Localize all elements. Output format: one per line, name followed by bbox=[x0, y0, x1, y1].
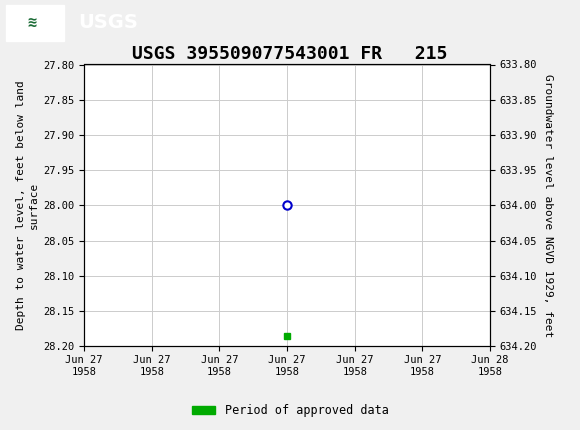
Y-axis label: Groundwater level above NGVD 1929, feet: Groundwater level above NGVD 1929, feet bbox=[543, 74, 553, 337]
Bar bbox=[6, 4, 64, 41]
Text: ≋: ≋ bbox=[27, 15, 37, 30]
Y-axis label: Depth to water level, feet below land
surface: Depth to water level, feet below land su… bbox=[16, 80, 39, 330]
Text: USGS 395509077543001 FR   215: USGS 395509077543001 FR 215 bbox=[132, 45, 448, 63]
Text: USGS: USGS bbox=[78, 13, 138, 32]
Legend: Period of approved data: Period of approved data bbox=[187, 399, 393, 422]
